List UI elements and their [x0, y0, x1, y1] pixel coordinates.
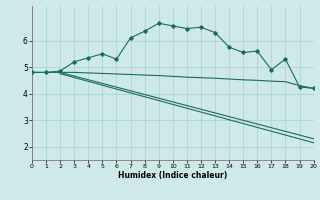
X-axis label: Humidex (Indice chaleur): Humidex (Indice chaleur) — [118, 171, 228, 180]
